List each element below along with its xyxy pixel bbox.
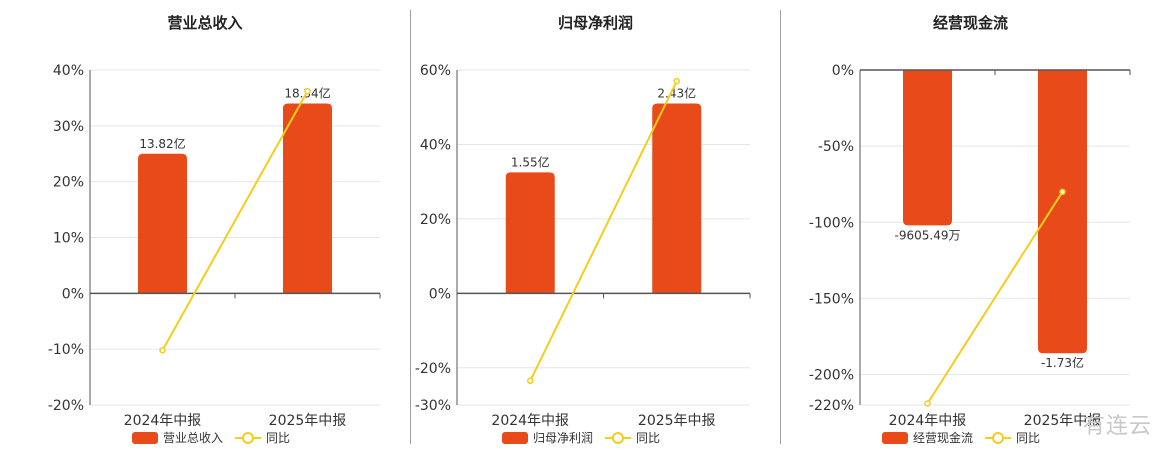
watermark: 有连云 [1082,414,1152,439]
legend-line-label: 同比 [1016,431,1041,445]
y-tick-label: -150% [809,291,854,307]
x-tick-label: 2025年中报 [269,413,347,429]
chart-panel-cash-flow: 经营现金流 0% -50% -100% -150% -200% -220% -9605.49… [781,0,1160,450]
chart-svg-net-profit: 60% 40% 20% 0% -20% -30% 1.55亿 2.43亿 2024年中报 2025… [415,63,751,429]
chart-title: 经营现金流 [932,14,1008,32]
series-line [926,191,1064,405]
legend-bar-swatch [882,431,908,444]
bar [283,103,332,294]
chart-title: 归母净利润 [557,14,633,32]
y-tick-label: 10% [53,231,84,247]
series-line [161,90,309,351]
y-tick-label: 60% [420,63,451,79]
bar-data-label: 1.55亿 [511,154,550,169]
y-tick-label: -20% [48,398,84,414]
y-tick-label: -10% [48,342,84,358]
legend-bar-label: 经营现金流 [913,431,974,445]
bar-data-label: 2.43亿 [657,86,696,101]
x-tick-label: 2024年中报 [124,413,202,429]
y-tick-label: 20% [420,212,451,228]
chart-svg-revenue: 40%30%20%10%0%-10%-20%13.82亿18.34亿2024年中… [48,63,381,429]
bar [505,172,555,294]
y-tick-label: -100% [809,215,854,231]
series-line [529,80,678,382]
y-tick-label: -30% [415,398,451,414]
y-tick-label: -50% [818,139,854,155]
y-tick-label: 40% [53,63,84,79]
line-point [159,347,166,354]
line-point [673,77,680,85]
bar [652,103,702,294]
line-point [527,377,534,385]
legend-line-label: 同比 [636,431,661,445]
legend-line-swatch [605,431,632,444]
bar [1038,70,1087,354]
line-point [304,87,311,95]
line-point [1059,188,1066,196]
panel-divider [780,10,781,444]
y-tick-label: -20% [415,361,451,377]
y-tick-label: 0% [429,286,451,302]
bar [138,153,187,294]
bar-data-label: -1.73亿 [1041,355,1084,370]
x-tick-label: 2024年中报 [889,413,967,429]
legend-bar-label: 营业总收入 [163,431,224,445]
x-tick-label: 2025年中报 [638,413,716,429]
legend-line-label: 同比 [266,431,291,445]
legend-line-swatch [985,431,1012,444]
y-tick-label: 0% [62,286,84,302]
y-tick-label: 20% [53,175,84,191]
chart-legend: 营业总收入 同比 [132,429,290,446]
x-tick-label: 2024年中报 [491,413,569,429]
y-tick-label: 40% [420,137,451,153]
chart-legend: 经营现金流 同比 [882,429,1040,446]
y-tick-label: 30% [53,119,84,135]
bar-data-label: -9605.49万 [895,228,961,242]
chart-panel-net-profit: 归母净利润 60% 40% 20% 0% -20% -30% 1.55亿 2.43亿 2024年… [411,0,780,450]
x-tick-label: 2025年中报 [1024,413,1102,429]
legend-line-swatch [235,431,262,444]
chart-legend: 归母净利润 同比 [502,429,660,446]
y-tick-label: -200% [809,368,854,384]
y-tick-label: -220% [809,398,854,414]
bar-data-label: 13.82亿 [139,136,185,151]
bar [903,70,952,226]
panel-divider [410,10,411,444]
legend-bar-swatch [132,431,158,444]
chart-title: 营业总收入 [167,14,243,32]
legend-bar-swatch [502,431,528,444]
chart-panel-revenue: 营业总收入 40%30%20%10%0%-10%-20%13.82亿18.34亿… [0,0,410,450]
legend-bar-label: 归母净利润 [533,431,594,445]
line-point [924,400,931,407]
chart-svg-cash-flow: 0% -50% -100% -150% -200% -220% -9605.49万 -1.73… [809,63,1131,429]
y-tick-label: 0% [832,63,854,79]
